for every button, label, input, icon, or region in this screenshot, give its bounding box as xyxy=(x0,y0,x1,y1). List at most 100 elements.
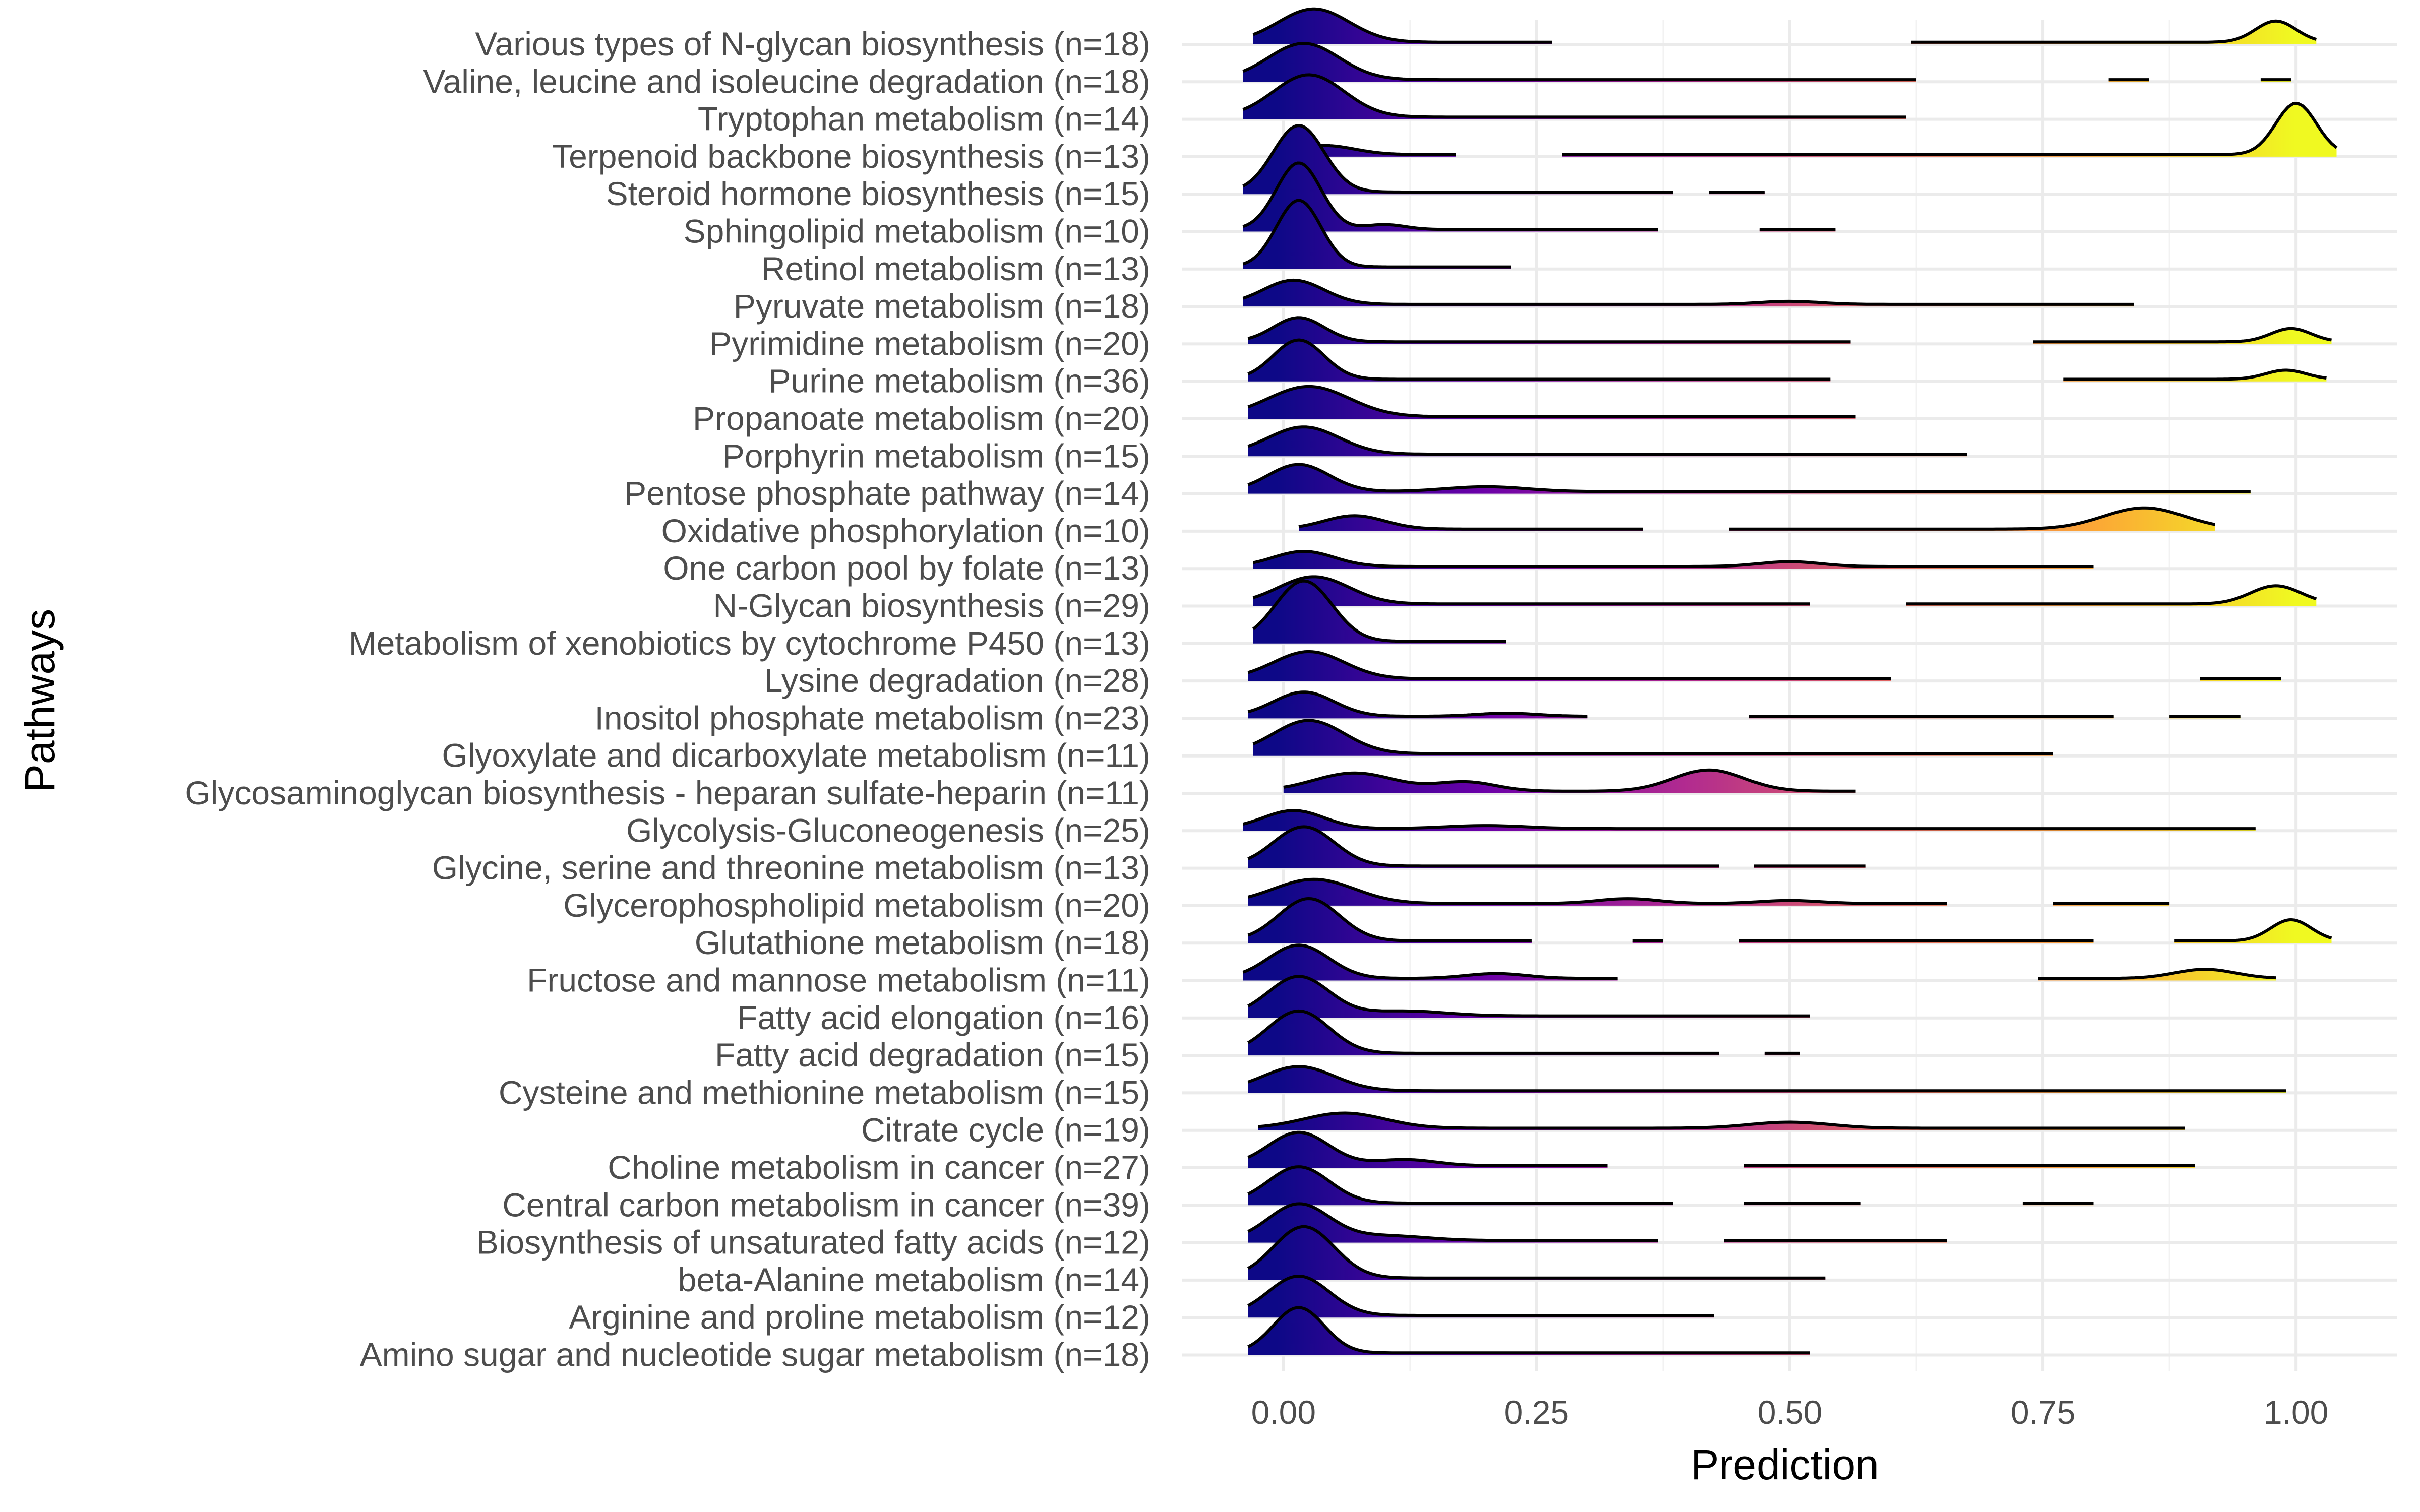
category-label: Glycosaminoglycan biosynthesis - heparan… xyxy=(185,774,1151,811)
category-label: Fructose and mannose metabolism (n=11) xyxy=(527,962,1151,999)
ridge-area xyxy=(1248,827,1719,868)
category-label: Steroid hormone biosynthesis (n=15) xyxy=(606,175,1151,212)
x-tick-label: 1.00 xyxy=(2264,1394,2328,1431)
category-label: N-Glycan biosynthesis (n=29) xyxy=(713,587,1151,624)
ridge xyxy=(1247,1275,1714,1318)
ridge-area xyxy=(1562,103,2337,157)
ridge-outline xyxy=(1252,575,1810,606)
ridge-area xyxy=(1248,386,1856,419)
ridge xyxy=(1247,897,2332,943)
ridge-area xyxy=(1248,692,1588,719)
ridge-outline xyxy=(1242,73,1906,119)
x-axis-title: Prediction xyxy=(1690,1441,1879,1488)
category-labels: Various types of N-glycan biosynthesis (… xyxy=(185,25,1151,1373)
category-label: Lysine degradation (n=28) xyxy=(764,662,1151,699)
ridge xyxy=(1247,1165,2095,1206)
ridge-outline xyxy=(2038,968,2276,980)
ridge xyxy=(1247,1065,2286,1093)
category-label: Retinol metabolism (n=13) xyxy=(761,250,1151,287)
ridge-outline xyxy=(1258,1111,2185,1130)
ridge-outline xyxy=(1247,1065,2286,1093)
ridge-outline xyxy=(1242,278,2134,306)
category-label: Amino sugar and nucleotide sugar metabol… xyxy=(360,1336,1151,1373)
x-tick-label: 0.25 xyxy=(1504,1394,1569,1431)
category-label: Tryptophan metabolism (n=14) xyxy=(698,100,1151,138)
ridge xyxy=(1247,1225,1826,1280)
category-label: Glycerophospholipid metabolism (n=20) xyxy=(563,887,1151,924)
category-label: Cysteine and methionine metabolism (n=15… xyxy=(499,1074,1151,1111)
grid-lines xyxy=(1182,20,2397,1371)
category-label: Glycine, serine and threonine metabolism… xyxy=(432,849,1151,887)
ridge-outline xyxy=(2174,918,2332,942)
ridge-outline xyxy=(1242,124,1673,194)
ridge-area xyxy=(1248,976,1810,1018)
ridge-area xyxy=(1248,1011,1719,1056)
ridge xyxy=(1293,102,2338,157)
ridge-area xyxy=(1248,1132,1608,1168)
ridge xyxy=(1247,385,1856,419)
ridge-area xyxy=(1248,651,1891,681)
category-label: Pentose phosphate pathway (n=14) xyxy=(624,475,1151,512)
ridge-area xyxy=(1253,720,2053,756)
category-label: Propanoate metabolism (n=20) xyxy=(693,400,1151,437)
ridge-outline xyxy=(1283,768,1856,793)
ridge xyxy=(1242,42,2292,82)
ridge xyxy=(1242,943,2276,981)
ridge-outline xyxy=(1729,506,2216,531)
category-label: Biosynthesis of unsaturated fatty acids … xyxy=(476,1224,1151,1261)
x-tick-label: 0.00 xyxy=(1251,1394,1316,1431)
ridge-outline xyxy=(1911,19,2317,44)
ridge xyxy=(1247,690,2242,719)
category-label: Fatty acid degradation (n=15) xyxy=(715,1036,1151,1074)
category-label: Valine, leucine and isoleucine degradati… xyxy=(423,62,1151,100)
ridge xyxy=(1283,768,1856,793)
category-label: Terpenoid backbone biosynthesis (n=13) xyxy=(552,138,1151,175)
ridge-outline xyxy=(1247,1275,1714,1317)
ridge xyxy=(1252,719,2053,756)
ridge-area xyxy=(1299,516,1643,531)
category-label: Various types of N-glycan biosynthesis (… xyxy=(475,25,1151,62)
ridge-outline xyxy=(1247,690,1588,718)
ridge-area xyxy=(2174,920,2332,943)
ridge xyxy=(1298,506,2216,531)
category-label: Choline metabolism in cancer (n=27) xyxy=(608,1149,1151,1186)
ridge-outline xyxy=(1247,1130,1608,1167)
ridge-outline xyxy=(1247,1306,1810,1355)
ridge-outline xyxy=(1247,1009,1719,1055)
ridge xyxy=(1247,975,1810,1018)
ridge-area xyxy=(1248,427,1967,457)
ridge-outline xyxy=(1247,385,1856,418)
ridge-area xyxy=(1729,508,2215,531)
ridge-outline xyxy=(1247,825,1719,868)
x-tick-labels: 0.00 0.25 0.50 0.75 1.00 xyxy=(1251,1394,2329,1431)
ridge-outline xyxy=(1242,42,1916,82)
ridge xyxy=(1242,809,2256,831)
ridge-outline xyxy=(1562,102,2338,156)
ridge xyxy=(1247,825,1867,868)
category-label: Metabolism of xenobiotics by cytochrome … xyxy=(349,624,1151,662)
ridge-outline xyxy=(1247,316,1851,344)
ridge xyxy=(1252,7,2317,44)
category-label: Glyoxylate and dicarboxylate metabolism … xyxy=(442,737,1151,774)
ridge-area xyxy=(1253,581,1506,644)
ridge-outline xyxy=(1247,1165,1673,1205)
category-label: One carbon pool by folate (n=13) xyxy=(663,549,1151,587)
ridge xyxy=(1247,1009,1801,1056)
category-label: Sphingolipid metabolism (n=10) xyxy=(684,213,1151,250)
ridge-area xyxy=(1911,21,2317,44)
ridge xyxy=(1242,73,1906,119)
ridge-outline xyxy=(1252,579,1506,643)
ridge-outline xyxy=(1247,425,1967,456)
ridge xyxy=(1242,278,2134,307)
category-label: Fatty acid elongation (n=16) xyxy=(737,999,1151,1036)
ridge-outline xyxy=(1247,1225,1826,1280)
ridges xyxy=(1242,7,2338,1355)
ridge-area xyxy=(1248,1066,2286,1093)
ridge-area xyxy=(1243,200,1511,269)
category-label: Central carbon metabolism in cancer (n=3… xyxy=(502,1186,1151,1223)
category-label: Purine metabolism (n=36) xyxy=(768,362,1151,400)
ridge-area xyxy=(1243,43,1916,82)
ridge-outline xyxy=(1247,877,1947,905)
category-label: Arginine and proline metabolism (n=12) xyxy=(569,1298,1151,1336)
